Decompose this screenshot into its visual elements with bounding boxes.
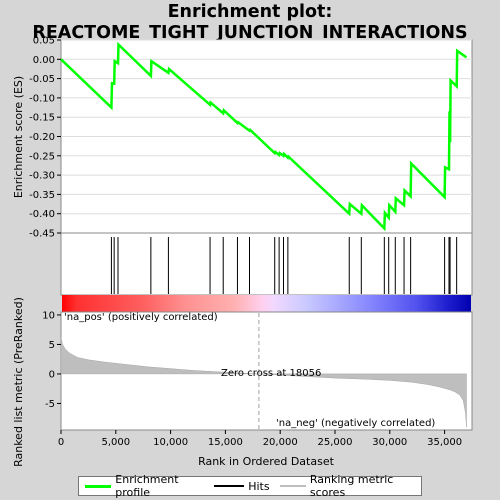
- legend-item-metric: Ranking metric scores: [279, 473, 417, 499]
- hits-panel: [60, 232, 473, 296]
- rank-color-bar: [62, 295, 471, 312]
- es-y-tick-label: -0.10: [29, 93, 55, 104]
- metric-y-tick-label: 5: [49, 340, 55, 351]
- chart-title: Enrichment plot: REACTOME_TIGHT_JUNCTION…: [0, 2, 500, 44]
- zero-cross-label: Zero cross at 18056: [221, 368, 321, 379]
- x-tick-label: 10,000: [153, 437, 188, 448]
- es-y-tick-label: -0.40: [29, 209, 55, 220]
- metric-swatch-icon: [279, 485, 306, 487]
- es-y-tick-label: 0.05: [33, 36, 55, 47]
- es-y-tick-label: -0.25: [29, 151, 55, 162]
- es-y-tick-label: -0.05: [29, 74, 55, 85]
- legend-label-hits: Hits: [248, 479, 270, 493]
- es-y-tick-label: -0.20: [29, 132, 55, 143]
- title-line-2: REACTOME_TIGHT_JUNCTION_INTERACTIONS: [32, 23, 468, 43]
- es-y-tick-label: -0.30: [29, 171, 55, 182]
- x-tick-label: 30,000: [372, 437, 407, 448]
- es-y-tick-label: 0.00: [33, 55, 55, 66]
- x-tick-label: 25,000: [318, 437, 353, 448]
- metric-y-tick-label: 10: [42, 310, 55, 321]
- legend-label-enrichment: Enrichment profile: [115, 473, 179, 499]
- x-tick-label: 0: [58, 437, 64, 448]
- x-axis-label: Rank in Ordered Dataset: [198, 455, 335, 468]
- pos-correlated-label: 'na_pos' (positively correlated): [64, 312, 218, 323]
- hit-marks: [110, 237, 458, 294]
- legend-label-metric: Ranking metric scores: [309, 473, 394, 499]
- x-tick-label: 35,000: [427, 437, 462, 448]
- metric-y-axis-label: Ranked list metric (PreRanked): [12, 297, 25, 467]
- metric-y-tick-label: 0: [49, 369, 55, 380]
- title-line-1: Enrichment plot:: [167, 2, 333, 22]
- enrichment-profile-line: [60, 41, 468, 232]
- x-axis: 0 5,000 10,000 15,000 20,000 25,000 30,000 35,0…: [58, 430, 462, 448]
- hits-swatch-icon: [214, 485, 245, 487]
- legend-item-enrichment: Enrichment profile: [85, 473, 204, 499]
- neg-correlated-label: 'na_neg' (negatively correlated): [276, 418, 435, 429]
- metric-y-tick-label: -5: [45, 399, 55, 410]
- x-tick-label: 20,000: [263, 437, 298, 448]
- legend: Enrichment profile Hits Ranking metric s…: [78, 473, 422, 499]
- x-tick-label: 15,000: [208, 437, 243, 448]
- metric-y-axis: 10 5 0 -5: [42, 310, 61, 410]
- x-tick-label: 5,000: [101, 437, 130, 448]
- es-y-axis: 0.05 0.00 -0.05 -0.10 -0.15 -0.20 -0.25 -0.30 -0…: [29, 36, 61, 240]
- ranking-metric-area: [60, 337, 467, 428]
- enrichment-swatch-icon: [85, 484, 112, 488]
- legend-item-hits: Hits: [214, 479, 270, 493]
- es-y-axis-label: Enrichment score (ES): [12, 76, 25, 198]
- es-y-tick-label: -0.45: [29, 229, 55, 240]
- es-y-tick-label: -0.15: [29, 113, 55, 124]
- es-y-tick-label: -0.35: [29, 190, 55, 201]
